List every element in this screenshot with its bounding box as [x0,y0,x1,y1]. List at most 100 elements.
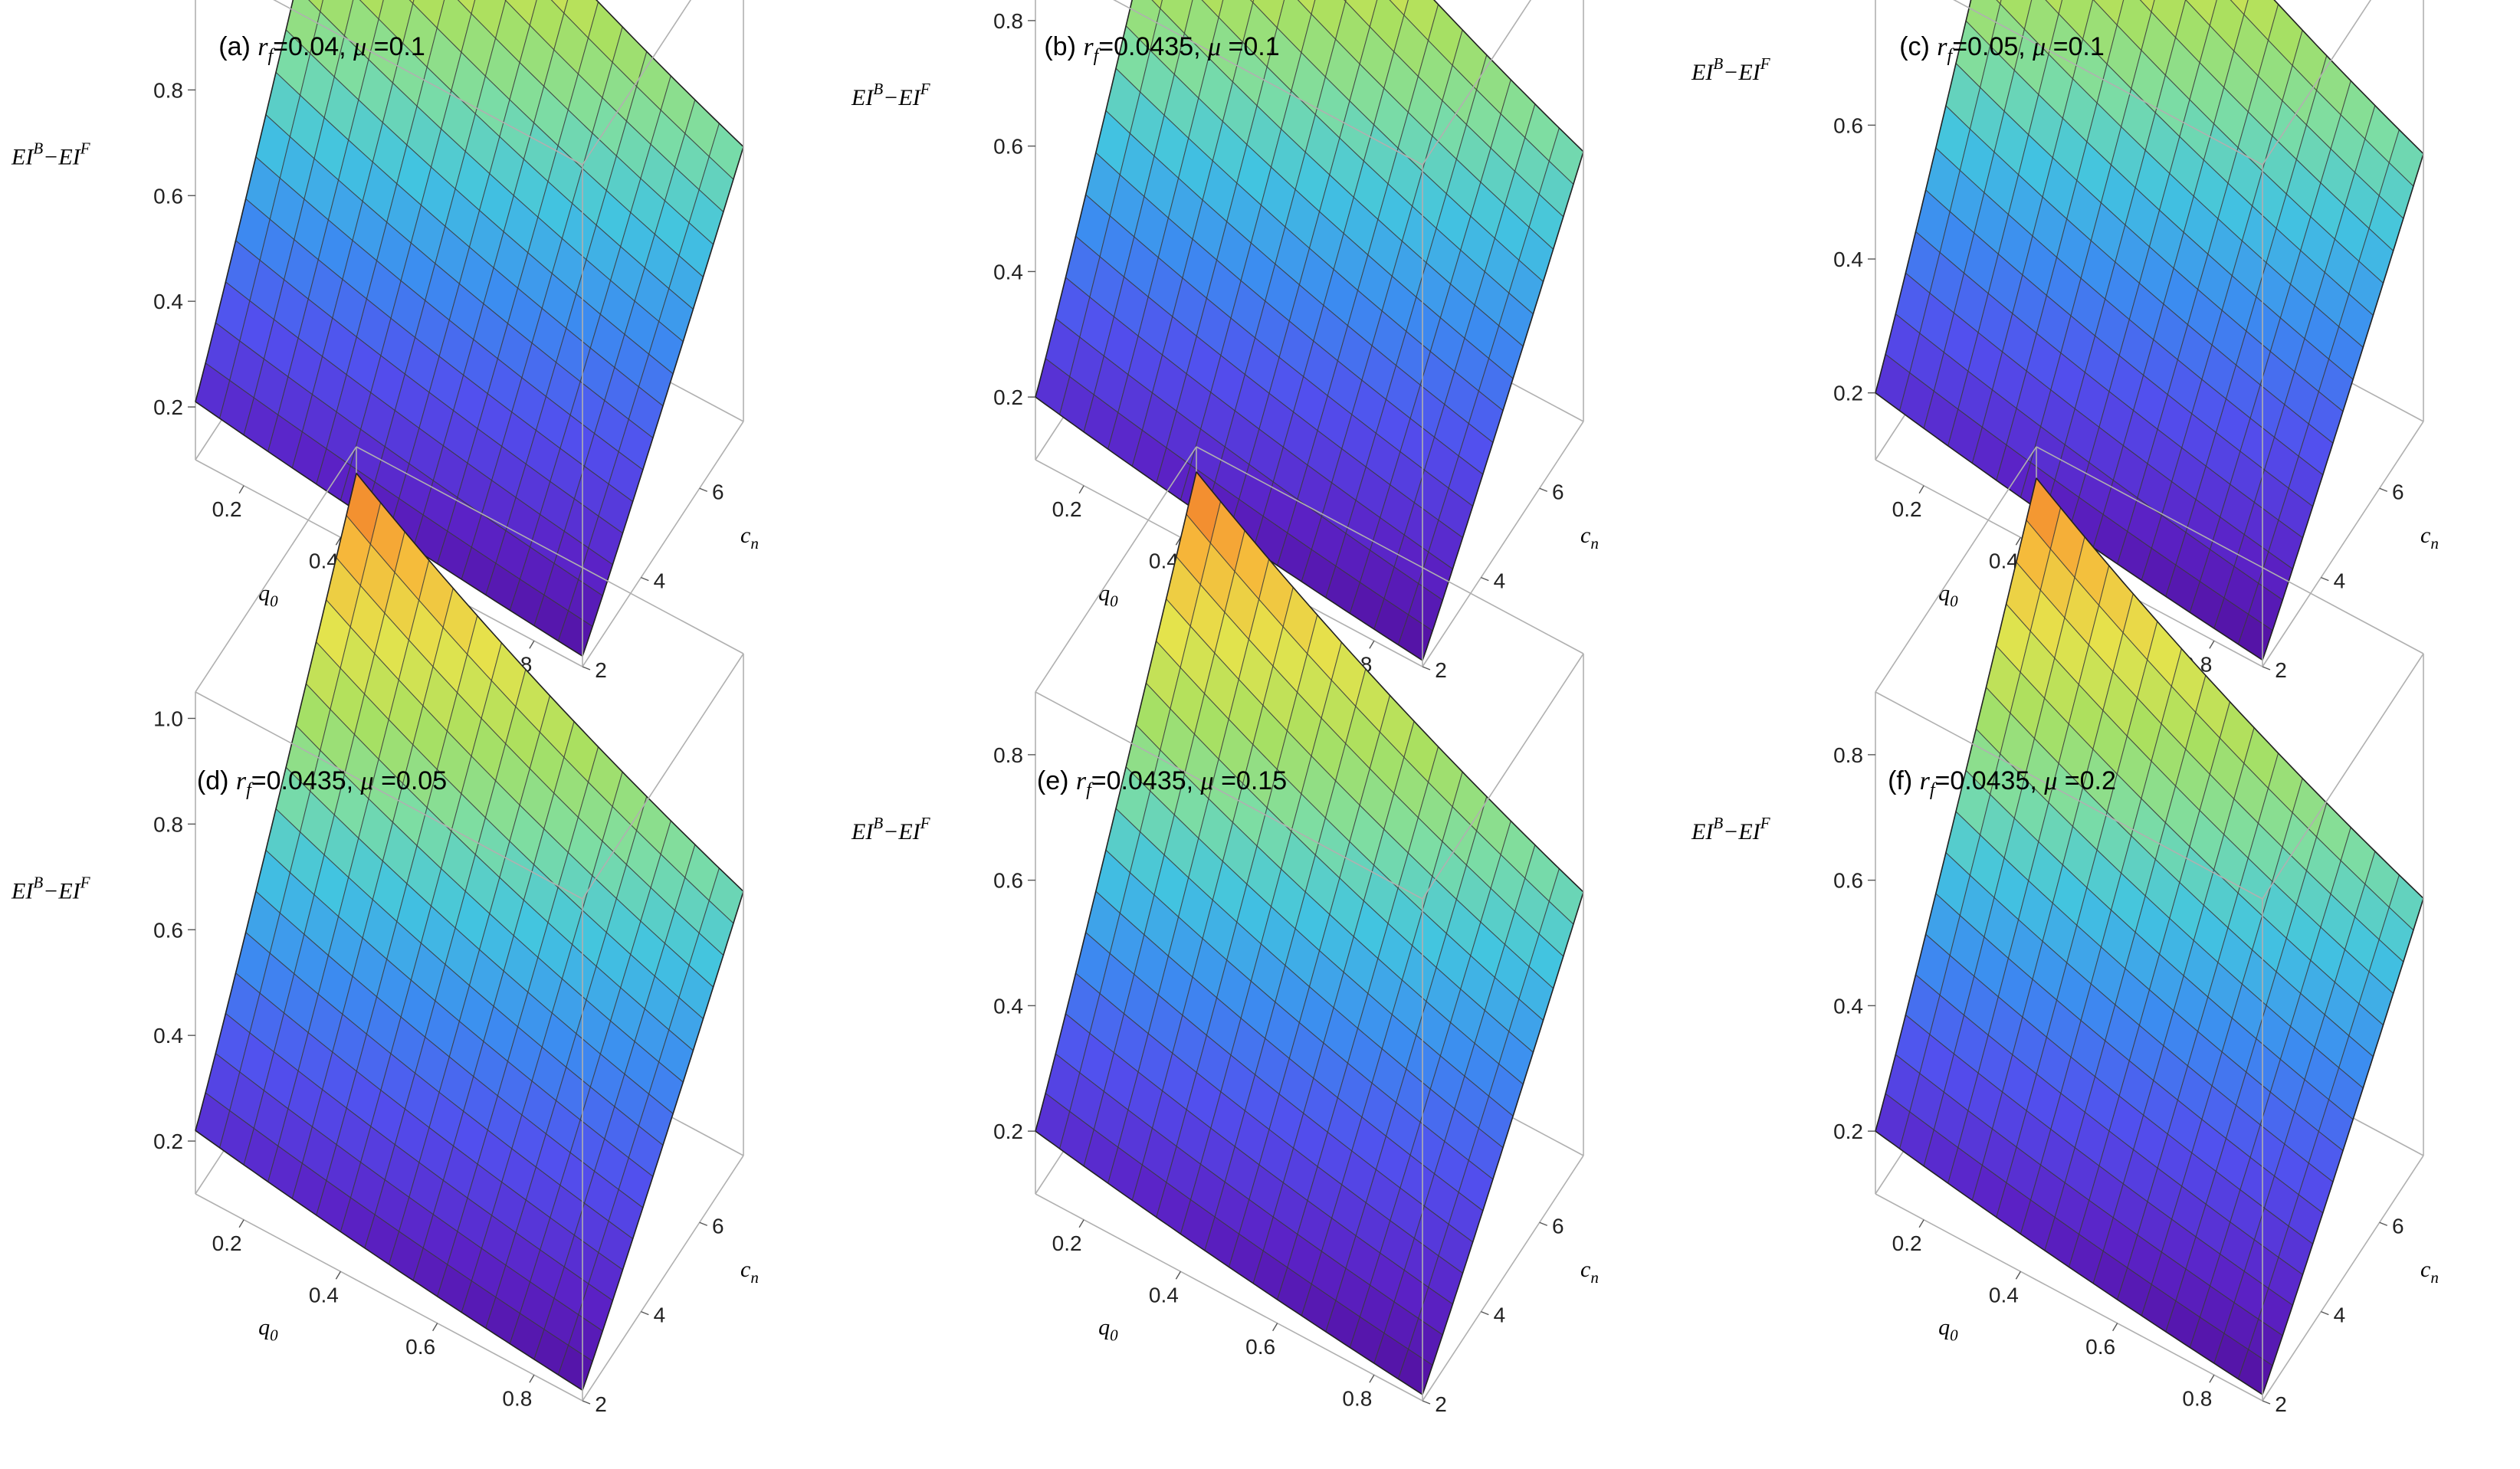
z-tick-label: 0.6 [993,869,1023,893]
q-tick-label: 0.6 [1245,1335,1275,1359]
panel-title: (c) rf=0.05, μ =0.1 [1899,32,2105,66]
surface-edges [1035,471,1584,1395]
q-axis-label: q0 [1938,580,1958,610]
surface-plot-3: 0.2 0.4 0.6 0.8 2 4 6 0.2 0.4 0.6 0.8 q0 cn EIB−EIF (c… [1691,0,2439,682]
c-axis-label: cn [1580,523,1599,553]
q-tick-label: 0.2 [212,497,242,521]
z-axis-ticks: 0.2 0.4 0.6 0.8 1.0 [153,707,195,1153]
q-tick-label: 0.8 [1342,1386,1372,1410]
q-axis-label: q0 [1098,580,1118,610]
c-axis-ticks: 2 4 6 [2262,1214,2404,1416]
z-tick-label: 0.6 [153,184,183,208]
c-tick-label: 6 [1552,480,1564,503]
z-tick-label: 0.8 [1833,743,1863,767]
z-axis-label: EIB−EIF [1691,54,1770,85]
surface-plot-1: 0.20.40.60.82460.20.40.60.81.0q0cnEIB−EI… [11,0,759,682]
q-tick-label: 0.2 [1892,497,1922,521]
c-tick-label: 4 [654,1303,666,1327]
z-tick-label: 0.6 [1833,113,1863,137]
z-tick-label: 0.8 [993,743,1023,767]
panel-title: (d) rf=0.0435, μ =0.05 [197,766,447,800]
c-tick-label: 2 [595,1392,607,1416]
z-axis-label: EIB−EIF [11,139,90,169]
c-axis-ticks: 2 4 6 [1422,480,1564,682]
c-axis-label: cn [1580,1257,1599,1287]
q-tick-label: 0.2 [212,1231,242,1255]
z-axis-ticks: 0.2 0.4 0.6 0.8 [993,9,1035,409]
c-axis-ticks: 2 4 6 [582,1214,724,1416]
q-tick-label: 0.4 [1989,1283,2019,1307]
panel-title: (e) rf=0.0435, μ =0.15 [1037,766,1287,800]
z-tick-label: 0.8 [153,78,183,102]
c-tick-label: 6 [1552,1214,1564,1238]
q-axis-ticks: 0.2 0.4 0.6 0.8 [1892,1219,2215,1410]
q-tick-label: 0.2 [1892,1231,1922,1255]
q-tick-label: 0.2 [1052,1231,1082,1255]
q-tick-label: 0.8 [502,1386,532,1410]
c-tick-label: 4 [654,569,666,593]
q-tick-label: 0.4 [1989,549,2019,572]
box-front-edges [195,653,744,1402]
z-axis-ticks: 0.2 0.4 0.6 0.8 [1833,0,1875,405]
q-axis-label: q0 [258,580,278,610]
panel-title: (f) rf=0.0435, μ =0.2 [1888,766,2116,800]
c-tick-label: 2 [2275,1392,2287,1416]
z-tick-label: 0.2 [993,1120,1023,1143]
q-axis-label: q0 [1098,1314,1118,1344]
z-tick-label: 1.0 [153,707,183,730]
z-tick-label: 0.4 [1833,248,1863,271]
surface-plot-5: 0.2 0.4 0.6 0.8 2 4 6 0.2 0.4 0.6 0.8 q0 cn EIB−EIF (e… [851,446,1599,1416]
c-tick-label: 4 [1494,569,1506,593]
q-axis-ticks: 0.2 0.4 0.6 0.8 [212,1219,535,1410]
z-tick-label: 0.6 [1833,869,1863,893]
c-tick-label: 2 [2275,658,2287,682]
box-front-edges [1875,0,2424,667]
z-tick-label: 0.2 [153,395,183,419]
c-axis-label: cn [2420,1257,2439,1287]
surface-edges [195,472,744,1391]
z-tick-label: 0.2 [993,385,1023,409]
q-tick-label: 0.6 [2085,1335,2115,1359]
c-tick-label: 6 [2392,1214,2404,1238]
q-tick-label: 0.4 [1149,1283,1179,1307]
z-axis-label: EIB−EIF [851,814,930,844]
z-tick-label: 0.4 [993,260,1023,284]
surface-mesh [1035,0,1584,661]
z-tick-label: 0.2 [153,1130,183,1153]
c-tick-label: 6 [712,480,724,503]
z-tick-label: 0.4 [1833,994,1863,1018]
c-axis-label: cn [740,1257,759,1287]
z-tick-label: 0.8 [153,812,183,836]
z-tick-label: 0.8 [1833,0,1863,4]
panel-title: (a) rf=0.04, μ =0.1 [218,32,425,66]
panel-title: (b) rf=0.0435, μ =0.1 [1044,32,1279,66]
z-tick-label: 0.4 [153,290,183,313]
c-axis-ticks: 2 4 6 [1422,1214,1564,1416]
z-tick-label: 0.4 [153,1024,183,1048]
q-tick-label: 0.2 [1052,497,1082,521]
z-axis-ticks: 0.2 0.4 0.6 0.8 [1833,743,1875,1143]
c-axis-label: cn [2420,523,2439,553]
z-axis-label: EIB−EIF [11,873,90,903]
q-axis-ticks: 0.2 0.4 0.6 0.8 [1052,1219,1375,1410]
c-tick-label: 4 [1494,1303,1506,1327]
z-tick-label: 0.8 [993,9,1023,33]
c-tick-label: 4 [2334,1303,2346,1327]
c-axis-ticks: 2 4 6 [582,480,724,682]
q-tick-label: 0.6 [405,1335,435,1359]
box-front-edges [1035,653,1584,1402]
surface-plot-4: 0.2 0.4 0.6 0.8 2 4 6 0.2 0.4 0.6 0.8 1.0 q0 cn EIB−EI… [11,446,759,1416]
z-tick-label: 0.4 [993,994,1023,1018]
c-tick-label: 6 [712,1214,724,1238]
c-tick-label: 6 [2392,480,2404,503]
q-axis-label: q0 [1938,1314,1958,1344]
c-tick-label: 2 [1435,658,1447,682]
z-tick-label: 0.2 [1833,382,1863,405]
c-tick-label: 2 [1435,1392,1447,1416]
box-front-edges [1875,653,2424,1402]
surface-plot-6: 0.2 0.4 0.6 0.8 2 4 6 0.2 0.4 0.6 0.8 q0 cn EIB−EIF (f… [1691,446,2439,1416]
surface-mesh [1035,471,1584,1395]
z-tick-label: 0.2 [1833,1120,1863,1143]
q-tick-label: 0.8 [2182,1386,2212,1410]
